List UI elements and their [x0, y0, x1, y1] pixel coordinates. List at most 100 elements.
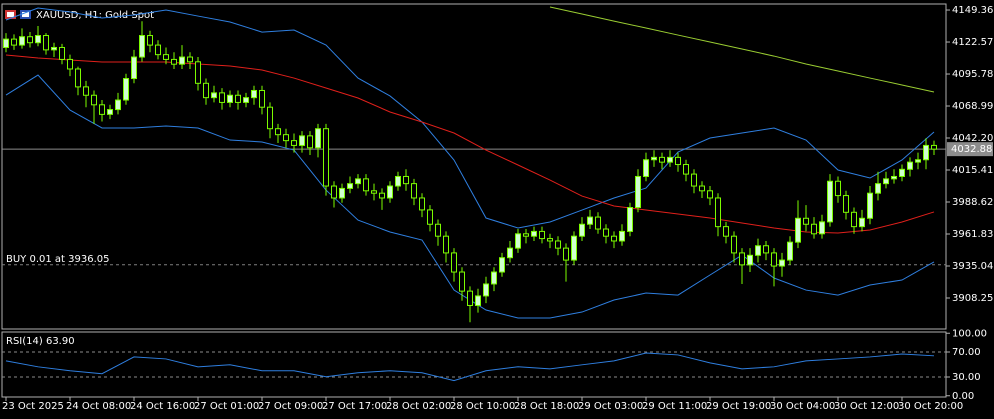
- candle-body: [19, 36, 25, 46]
- candle-body: [275, 128, 281, 136]
- candle-body: [115, 99, 121, 111]
- candle-body: [827, 180, 833, 223]
- candle-body: [531, 230, 537, 237]
- candle-body: [227, 94, 233, 103]
- rsi-title: RSI(14) 63.90: [6, 336, 75, 347]
- x-tick-label: 27 Oct 17:00: [322, 401, 387, 412]
- y-tick-label: 100.00: [952, 328, 987, 339]
- candle-body: [459, 271, 465, 292]
- candle-body: [395, 175, 401, 187]
- candle-body: [915, 159, 921, 163]
- candle-body: [123, 78, 129, 101]
- candle-body: [555, 240, 561, 249]
- candle-body: [283, 134, 289, 142]
- candle-body: [843, 195, 849, 213]
- candle-body: [219, 92, 225, 103]
- y-tick-label: 4122.57: [952, 37, 993, 48]
- candle-body: [403, 175, 409, 185]
- candle-body: [547, 238, 553, 242]
- candle-body: [931, 144, 937, 150]
- y-tick-label: 3908.25: [952, 293, 993, 304]
- x-tick-label: 27 Oct 09:00: [258, 401, 323, 412]
- candle-body: [819, 221, 825, 235]
- candle-body: [923, 144, 929, 161]
- candle-body: [731, 235, 737, 254]
- y-tick-label: 3988.62: [952, 197, 993, 208]
- candle-body: [467, 290, 473, 306]
- x-tick-label: 24 Oct 16:00: [130, 401, 195, 412]
- candle-body: [59, 46, 65, 60]
- x-tick-label: 24 Oct 08:00: [66, 401, 131, 412]
- candle-body: [747, 254, 753, 266]
- candle-body: [507, 247, 513, 259]
- candle-body: [195, 61, 201, 84]
- candle-body: [299, 135, 305, 146]
- candle-body: [651, 156, 657, 161]
- candle-body: [875, 183, 881, 194]
- indicator-line: [5, 54, 935, 234]
- candle-body: [91, 94, 97, 106]
- candle-body: [139, 35, 145, 58]
- candle-body: [803, 217, 809, 225]
- plot-area: [2, 6, 946, 323]
- candle-body: [147, 35, 153, 46]
- y-tick-label: 4068.99: [952, 101, 993, 112]
- y-tick-label: 4095.78: [952, 69, 993, 80]
- candle-body: [835, 180, 841, 197]
- y-tick-label: 0.00: [952, 391, 974, 402]
- candle-body: [155, 44, 161, 56]
- x-tick-label: 28 Oct 02:00: [386, 401, 451, 412]
- candle-body: [179, 56, 185, 65]
- candle-body: [443, 235, 449, 254]
- candle-body: [43, 35, 49, 51]
- price-label: 4032.88: [951, 144, 992, 155]
- x-tick-label: 23 Oct 2025: [2, 401, 64, 412]
- candle-body: [795, 217, 801, 243]
- candle-body: [499, 257, 505, 273]
- candle-body: [619, 230, 625, 242]
- candle-body: [515, 233, 521, 249]
- candle-body: [595, 216, 601, 230]
- candle-body: [419, 197, 425, 211]
- candle-body: [763, 245, 769, 254]
- indicator-line: [5, 74, 935, 319]
- candle-body: [211, 92, 217, 99]
- candle-body: [3, 38, 9, 48]
- candle-body: [563, 247, 569, 261]
- candle-body: [883, 178, 889, 185]
- candle-body: [243, 97, 249, 103]
- x-tick-label: 28 Oct 18:00: [514, 401, 579, 412]
- candle-body: [411, 183, 417, 199]
- candle-body: [755, 245, 761, 256]
- candle-body: [715, 197, 721, 228]
- x-tick-label: 30 Oct 04:00: [770, 401, 835, 412]
- y-tick-label: 70.00: [952, 347, 981, 358]
- candle-body: [587, 216, 593, 225]
- candle-body: [811, 223, 817, 235]
- candle-body: [203, 82, 209, 99]
- candle-body: [363, 178, 369, 192]
- candle-body: [187, 56, 193, 63]
- x-tick-label: 30 Oct 20:00: [898, 401, 963, 412]
- candle-body: [427, 209, 433, 225]
- rsi-frame: [1, 331, 947, 398]
- indicator-line: [5, 7, 935, 229]
- candle-body: [131, 56, 137, 80]
- y-tick-label: 3935.04: [952, 261, 993, 272]
- candle-body: [899, 168, 905, 177]
- candle-body: [691, 173, 697, 187]
- candle-body: [483, 283, 489, 297]
- candle-body: [83, 86, 89, 96]
- candle-body: [67, 58, 73, 70]
- candle-body: [475, 295, 481, 306]
- candle-body: [435, 223, 441, 237]
- chart-title: XAUUSD, H1: Gold Spot: [36, 10, 154, 21]
- y-tick-label: 4015.41: [952, 165, 993, 176]
- x-tick-label: 27 Oct 01:00: [194, 401, 259, 412]
- candle-body: [235, 94, 241, 103]
- candle-body: [99, 104, 105, 115]
- candle-body: [307, 135, 313, 149]
- candle-body: [635, 175, 641, 209]
